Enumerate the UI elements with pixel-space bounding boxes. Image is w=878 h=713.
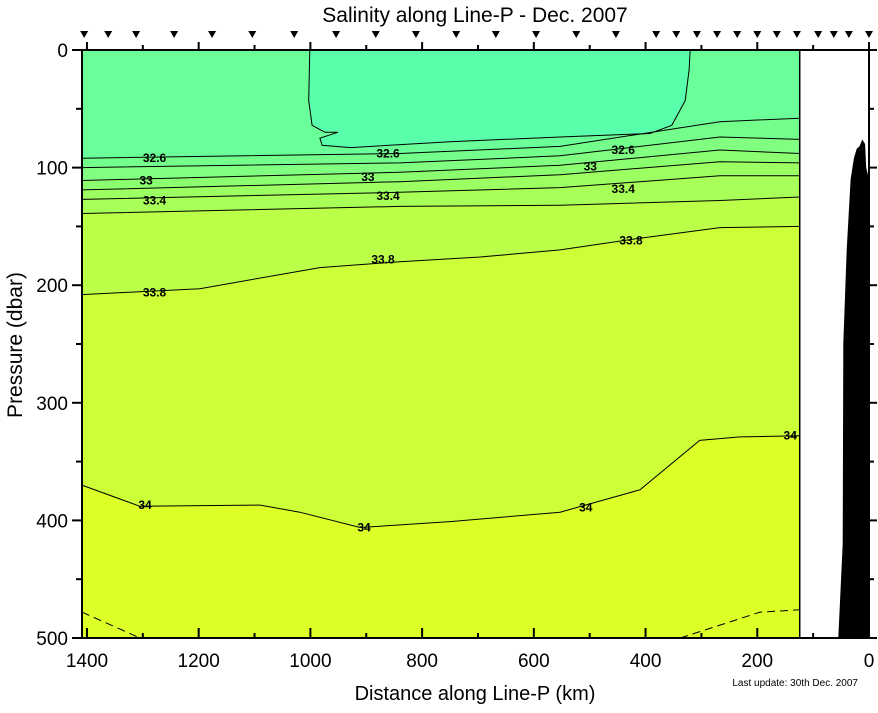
station-marker-icon [104, 31, 113, 38]
station-marker-icon [572, 31, 581, 38]
station-marker-icon [411, 31, 420, 38]
contour-label: 34 [357, 520, 371, 534]
fill-band-min [308, 50, 691, 148]
y-tick-label: 100 [36, 159, 68, 180]
station-marker-icon [772, 31, 781, 38]
station-marker-icon [452, 31, 461, 38]
contour-label: 33.8 [619, 234, 643, 248]
contour-label: 32.6 [143, 151, 167, 165]
contour-line-closed [308, 49, 691, 149]
contour-label: 33.8 [371, 252, 395, 266]
y-tick-label: 0 [57, 41, 68, 62]
y-axis-label: Pressure (dbar) [4, 272, 27, 418]
station-marker-icon [371, 31, 380, 38]
contour-line-33.4 [81, 175, 800, 200]
contour-line-33 [81, 149, 800, 181]
station-marker-icon [290, 31, 299, 38]
contour-line-dashed [81, 611, 141, 639]
station-marker-icon [208, 31, 217, 38]
contour-line-dashed [680, 609, 800, 639]
footnote: Last update: 30th Dec. 2007 [732, 678, 858, 689]
station-marker-icon [80, 31, 89, 38]
contour-line-33.6 [81, 196, 800, 214]
station-marker-icon [792, 31, 801, 38]
contour-label: 33.8 [143, 285, 167, 299]
y-tick-label: 500 [36, 629, 68, 650]
y-tick-label: 300 [36, 394, 68, 415]
contour-label: 33.4 [376, 189, 400, 203]
contour-label: 34 [138, 498, 152, 512]
y-tick-label: 400 [36, 511, 68, 532]
contour-line-33.8 [81, 225, 800, 296]
station-marker-icon [170, 31, 179, 38]
station-marker-icon [672, 31, 681, 38]
x-tick-label: 1400 [66, 651, 108, 672]
station-marker-icon [652, 31, 661, 38]
station-marker-icon [692, 31, 701, 38]
station-marker-icon [753, 31, 762, 38]
x-tick-label: 800 [406, 651, 438, 672]
station-marker-icon [844, 31, 853, 38]
contour-line-34 [81, 435, 800, 529]
contour-line-32.6 [81, 117, 800, 159]
contour-label: 33 [139, 174, 153, 188]
station-marker-icon [733, 31, 742, 38]
x-tick-label: 1200 [178, 651, 220, 672]
contour-label: 32.6 [376, 146, 400, 160]
contour-label: 32.6 [612, 143, 636, 157]
x-tick-label: 0 [864, 651, 875, 672]
contour-label: 33 [584, 159, 598, 173]
contour-line-32.8 [81, 136, 800, 169]
x-axis-label: Distance along Line-P (km) [355, 683, 596, 705]
chart-title: Salinity along Line-P - Dec. 2007 [322, 4, 627, 27]
contour-label: 34 [784, 429, 798, 443]
bathymetry-shape [838, 139, 869, 638]
contour-label: 33 [361, 170, 375, 184]
station-marker-icon [491, 31, 500, 38]
station-marker-icon [611, 31, 620, 38]
station-marker-icon [814, 31, 823, 38]
contour-label: 33.4 [612, 182, 636, 196]
contour-line-33.2 [81, 161, 800, 191]
station-marker-icon [713, 31, 722, 38]
contour-label: 34 [579, 500, 593, 514]
y-tick-label: 200 [36, 276, 68, 297]
x-tick-label: 600 [518, 651, 550, 672]
x-tick-label: 400 [630, 651, 662, 672]
station-marker-icon [332, 31, 341, 38]
x-tick-label: 200 [741, 651, 773, 672]
station-marker-icon [829, 31, 838, 38]
x-tick-label: 1000 [289, 651, 331, 672]
station-marker-icon [248, 31, 257, 38]
station-marker-icon [132, 31, 141, 38]
contour-label: 33.4 [143, 194, 167, 208]
station-marker-icon [865, 31, 873, 38]
station-marker-icon [532, 31, 541, 38]
